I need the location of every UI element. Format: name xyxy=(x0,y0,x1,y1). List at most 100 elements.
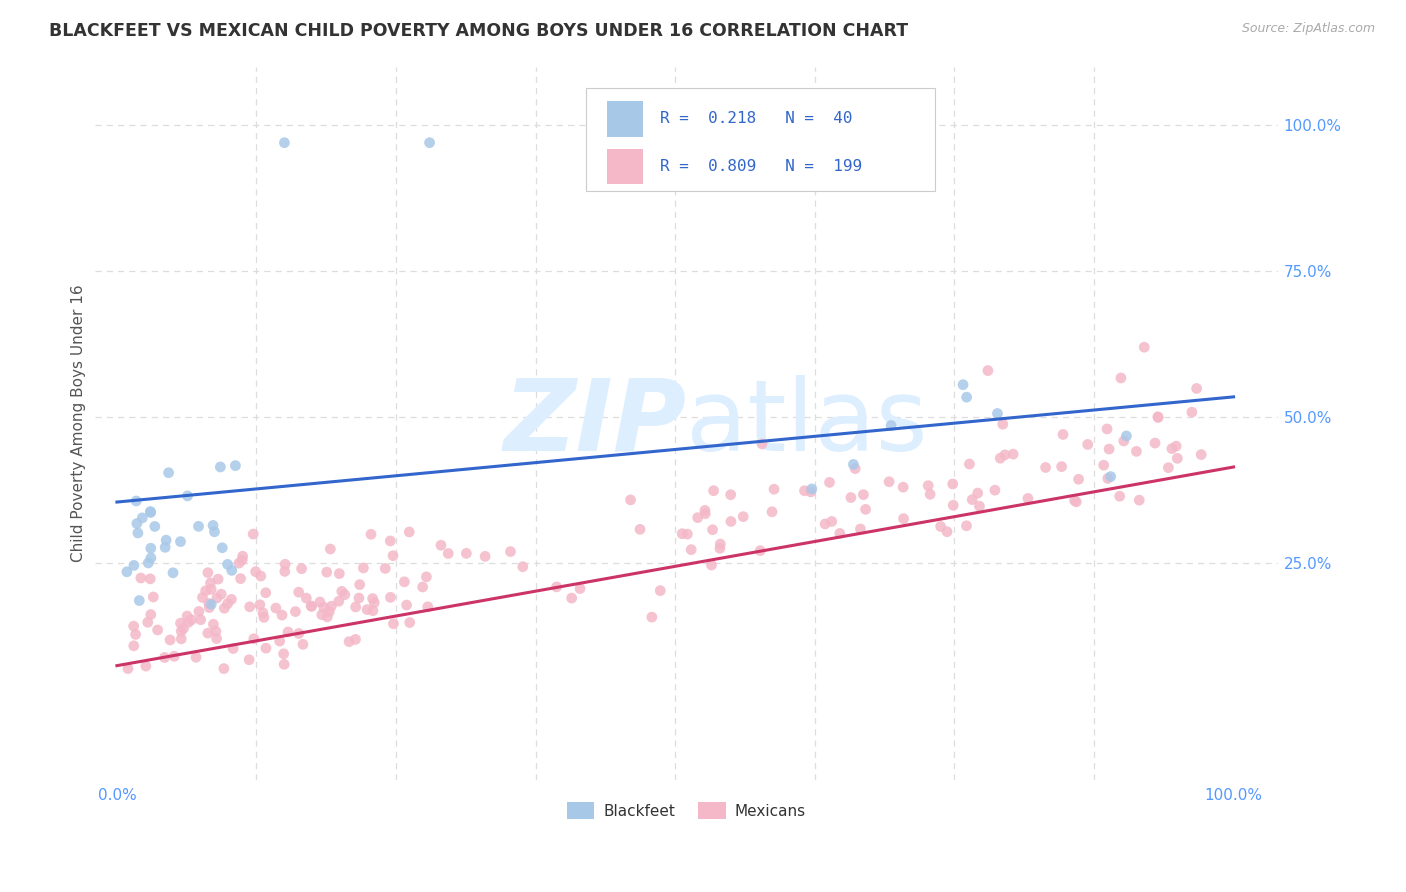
Point xyxy=(966,486,988,500)
Point xyxy=(1125,444,1147,458)
Point xyxy=(224,458,246,473)
Point xyxy=(430,538,453,552)
Point xyxy=(988,451,1011,466)
Point xyxy=(288,626,311,640)
Point xyxy=(198,600,221,615)
Point xyxy=(1160,442,1182,456)
Point xyxy=(319,541,342,556)
Point xyxy=(877,475,900,489)
Point xyxy=(394,574,416,589)
Point xyxy=(169,534,191,549)
Point xyxy=(187,604,209,618)
Point xyxy=(122,639,145,653)
Point xyxy=(163,649,186,664)
Point xyxy=(238,653,260,667)
Point xyxy=(952,377,974,392)
Point xyxy=(318,605,340,619)
Text: R =  0.809   N =  199: R = 0.809 N = 199 xyxy=(661,159,862,174)
Point xyxy=(135,659,157,673)
Point xyxy=(155,533,177,548)
Point xyxy=(205,624,228,639)
Point xyxy=(232,549,254,564)
Point xyxy=(239,599,262,614)
Point xyxy=(197,626,219,640)
Point xyxy=(751,437,773,451)
Point xyxy=(671,526,693,541)
Point xyxy=(271,608,294,623)
Point xyxy=(136,615,159,630)
Point xyxy=(356,602,378,616)
Point xyxy=(1099,469,1122,483)
Point xyxy=(284,605,307,619)
Point xyxy=(398,615,420,630)
Point xyxy=(205,632,228,646)
Point xyxy=(849,522,872,536)
Point xyxy=(200,576,222,591)
Legend: Blackfeet, Mexicans: Blackfeet, Mexicans xyxy=(561,796,813,825)
Point xyxy=(821,515,844,529)
Point xyxy=(264,601,287,615)
Point xyxy=(942,477,965,491)
Point xyxy=(814,516,837,531)
Point xyxy=(1035,460,1057,475)
Point xyxy=(180,613,202,627)
Point xyxy=(157,466,180,480)
Point xyxy=(330,584,353,599)
Point xyxy=(202,518,225,533)
Point xyxy=(828,526,851,541)
Point xyxy=(842,458,865,472)
Point xyxy=(352,561,374,575)
Point xyxy=(200,582,222,597)
Point xyxy=(169,616,191,631)
Point xyxy=(1115,429,1137,443)
Point xyxy=(1063,493,1085,508)
Point xyxy=(253,610,276,624)
Point xyxy=(159,632,181,647)
Point xyxy=(984,483,1007,498)
Point xyxy=(733,509,755,524)
Point xyxy=(202,617,225,632)
Point xyxy=(243,632,266,646)
Point xyxy=(361,591,384,606)
Point xyxy=(311,607,333,622)
Point xyxy=(333,588,356,602)
Point xyxy=(142,590,165,604)
Point xyxy=(207,572,229,586)
Point xyxy=(197,566,219,580)
Point xyxy=(315,565,337,579)
Point xyxy=(1147,409,1170,424)
Text: R =  0.218   N =  40: R = 0.218 N = 40 xyxy=(661,112,853,127)
Point xyxy=(1166,451,1188,466)
Text: ZIP: ZIP xyxy=(503,375,686,472)
Point xyxy=(228,556,250,570)
Point xyxy=(328,594,350,608)
Point xyxy=(693,503,716,517)
Point xyxy=(125,494,148,508)
Point xyxy=(681,542,703,557)
Point xyxy=(190,613,212,627)
Point xyxy=(170,632,193,646)
Point xyxy=(361,604,384,618)
Point xyxy=(316,610,339,624)
Point xyxy=(720,488,742,502)
Point xyxy=(153,650,176,665)
Point xyxy=(197,596,219,610)
Point xyxy=(1098,442,1121,456)
Point xyxy=(143,519,166,533)
Point xyxy=(1095,422,1118,436)
Point xyxy=(957,457,980,471)
Point xyxy=(709,537,731,551)
Point xyxy=(695,507,717,521)
Point xyxy=(125,516,148,531)
Point xyxy=(709,541,731,556)
Point xyxy=(720,515,742,529)
Point xyxy=(1108,489,1130,503)
Point xyxy=(1017,491,1039,506)
Point xyxy=(512,559,534,574)
Point xyxy=(419,136,441,150)
Point xyxy=(702,523,724,537)
Point xyxy=(1181,405,1204,419)
Point xyxy=(844,461,866,475)
Point xyxy=(115,565,138,579)
Point xyxy=(117,662,139,676)
